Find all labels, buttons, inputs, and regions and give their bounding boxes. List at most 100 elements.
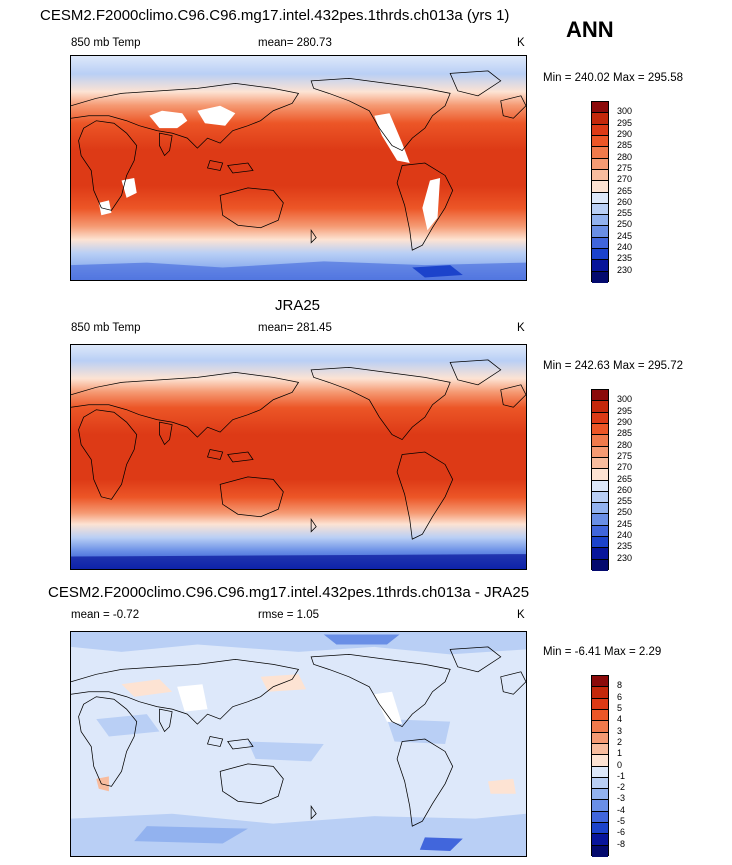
colorbar-tick-label: 8 — [617, 680, 623, 691]
colorbar-swatch — [592, 124, 608, 136]
panel1-map — [70, 55, 527, 281]
panel2-units-label: K — [517, 322, 525, 334]
coastline — [310, 517, 317, 533]
panel3-mean-label: mean = -0.72 — [71, 609, 140, 621]
colorbar-tick-label: 275 — [617, 450, 633, 461]
colorbar-swatch — [592, 755, 608, 767]
colorbar-swatch — [592, 135, 608, 148]
colorbar-swatch — [592, 559, 608, 571]
panel1-mean-label: mean= 280.73 — [258, 37, 332, 49]
colorbar-tick-label: 290 — [617, 128, 633, 139]
colorbar-swatch — [592, 169, 608, 182]
panel3-colorbar — [591, 675, 609, 857]
colorbar-swatch — [592, 271, 608, 283]
colorbar-tick-label: 295 — [617, 405, 633, 416]
colorbar-swatch — [592, 423, 608, 436]
colorbar-swatch — [592, 435, 608, 447]
colorbar-swatch — [592, 732, 608, 744]
coastline — [78, 696, 138, 787]
colorbar-swatch — [592, 102, 608, 114]
panel3-title: CESM2.F2000climo.C96.C96.mg17.intel.432p… — [48, 584, 530, 601]
panel1-variable-label: 850 mb Temp — [71, 37, 141, 49]
coastline — [71, 659, 300, 725]
coastline — [71, 83, 300, 149]
colorbar-tick-label: 5 — [617, 702, 623, 713]
colorbar-tick-label: 255 — [617, 496, 633, 507]
colorbar-tick-label: 235 — [617, 253, 633, 264]
colorbar-swatch — [592, 548, 608, 560]
coastline — [500, 384, 526, 408]
colorbar-swatch — [592, 181, 608, 193]
coastline — [78, 120, 138, 211]
coastline — [207, 736, 224, 747]
colorbar-tick-label: 2 — [617, 736, 623, 747]
colorbar-tick-label: 260 — [617, 484, 633, 495]
colorbar-swatch — [592, 158, 608, 170]
colorbar-tick-label: 285 — [617, 140, 633, 151]
panel1-colorbar — [591, 101, 609, 283]
coastline — [310, 367, 451, 441]
coastline — [396, 451, 454, 540]
colorbar-swatch — [592, 192, 608, 204]
colorbar-tick-label: 235 — [617, 541, 633, 552]
colorbar-swatch — [592, 789, 608, 801]
colorbar-swatch — [592, 215, 608, 227]
panel3-minmax: Min = -6.41 Max = 2.29 — [543, 646, 662, 658]
colorbar-swatch — [592, 203, 608, 216]
colorbar-swatch — [592, 226, 608, 238]
colorbar-swatch — [592, 113, 608, 125]
colorbar-swatch — [592, 446, 608, 458]
colorbar-tick-label: 230 — [617, 552, 633, 563]
colorbar-tick-label: -6 — [617, 827, 626, 838]
colorbar-tick-label: 0 — [617, 759, 623, 770]
colorbar-swatch — [592, 147, 608, 159]
coastline — [310, 804, 317, 820]
coastline — [500, 95, 526, 119]
colorbar-tick-label: 280 — [617, 151, 633, 162]
colorbar-swatch — [592, 480, 608, 492]
colorbar-tick-label: 255 — [617, 208, 633, 219]
panel3-rmse-label: rmse = 1.05 — [258, 609, 320, 621]
colorbar-tick-label: -5 — [617, 816, 626, 827]
panel2-mean-label: mean= 281.45 — [258, 322, 332, 334]
coastline — [449, 70, 502, 97]
colorbar-tick-label: 295 — [617, 117, 633, 128]
colorbar-swatch — [592, 491, 608, 504]
colorbar-tick-label: 4 — [617, 714, 623, 725]
coastline — [310, 654, 451, 728]
coastline — [219, 476, 284, 518]
colorbar-tick-label: 230 — [617, 264, 633, 275]
coastline — [159, 132, 173, 157]
panel2-title: JRA25 — [275, 297, 321, 314]
colorbar-swatch — [592, 537, 608, 549]
colorbar-tick-label: 245 — [617, 518, 633, 529]
panel2-minmax: Min = 242.63 Max = 295.72 — [543, 360, 684, 372]
coastline — [159, 421, 173, 446]
colorbar-tick-label: -4 — [617, 804, 626, 815]
colorbar-swatch — [592, 766, 608, 778]
colorbar-swatch — [592, 503, 608, 515]
colorbar-swatch — [592, 800, 608, 812]
colorbar-swatch — [592, 525, 608, 538]
coastline — [310, 228, 317, 244]
colorbar-tick-label: 300 — [617, 106, 633, 117]
colorbar-tick-label: 250 — [617, 507, 633, 518]
colorbar-swatch — [592, 457, 608, 470]
colorbar-tick-label: 6 — [617, 691, 623, 702]
coastline — [500, 671, 526, 695]
panel2-colorbar — [591, 389, 609, 571]
colorbar-tick-label: 1 — [617, 748, 623, 759]
colorbar-swatch — [592, 834, 608, 846]
coastline — [227, 738, 254, 750]
colorbar-tick-label: 270 — [617, 174, 633, 185]
colorbar-swatch — [592, 845, 608, 857]
colorbar-tick-label: 300 — [617, 394, 633, 405]
colorbar-swatch — [592, 721, 608, 733]
coastline — [219, 763, 284, 805]
colorbar-tick-label: 280 — [617, 439, 633, 450]
coastline — [78, 409, 138, 500]
colorbar-swatch — [592, 698, 608, 710]
colorbar-swatch — [592, 811, 608, 824]
colorbar-swatch — [592, 514, 608, 526]
panel1-title: CESM2.F2000climo.C96.C96.mg17.intel.432p… — [40, 7, 510, 24]
